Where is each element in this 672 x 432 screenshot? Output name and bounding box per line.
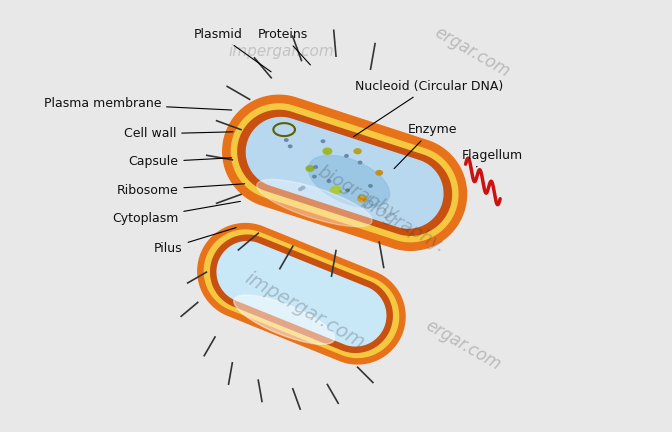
Ellipse shape [331,186,341,194]
Ellipse shape [321,140,325,143]
Text: ergar.com: ergar.com [423,317,504,375]
Ellipse shape [234,295,335,344]
Ellipse shape [327,180,331,182]
Polygon shape [204,230,398,357]
Ellipse shape [312,175,317,178]
Ellipse shape [358,161,362,164]
Ellipse shape [288,145,292,148]
Polygon shape [210,235,392,353]
Ellipse shape [345,155,348,157]
Ellipse shape [354,149,361,154]
Polygon shape [198,224,405,364]
Polygon shape [238,111,452,235]
Text: Pilus: Pilus [154,228,236,255]
Text: Plasmid: Plasmid [194,28,271,72]
Ellipse shape [323,148,332,154]
Text: Ribosome: Ribosome [116,184,245,197]
Ellipse shape [284,139,288,141]
Ellipse shape [376,171,382,175]
Text: Nucleoid (Circular DNA): Nucleoid (Circular DNA) [353,80,504,137]
Ellipse shape [346,189,349,191]
Text: Capsule: Capsule [128,156,232,168]
Ellipse shape [301,186,304,189]
Ellipse shape [308,156,390,207]
Ellipse shape [306,166,314,171]
Ellipse shape [314,166,317,168]
Ellipse shape [257,179,372,227]
Text: biography.: biography. [358,193,449,256]
Text: Cell wall: Cell wall [124,127,233,140]
Ellipse shape [369,184,372,187]
Text: ergar.com: ergar.com [431,23,513,81]
Text: Plasma membrane: Plasma membrane [44,97,232,110]
Text: biography.: biography. [314,163,406,226]
Text: impergar.com: impergar.com [228,44,334,59]
Ellipse shape [298,188,302,191]
Text: impergar.com: impergar.com [241,269,368,353]
Ellipse shape [358,196,366,202]
Polygon shape [231,104,458,241]
Text: Proteins: Proteins [257,28,310,65]
Polygon shape [222,95,466,250]
Text: Cytoplasm: Cytoplasm [112,201,241,225]
Text: Flagellum: Flagellum [461,149,522,167]
Polygon shape [217,241,386,346]
Text: Enzyme: Enzyme [394,123,457,168]
Polygon shape [247,118,443,228]
